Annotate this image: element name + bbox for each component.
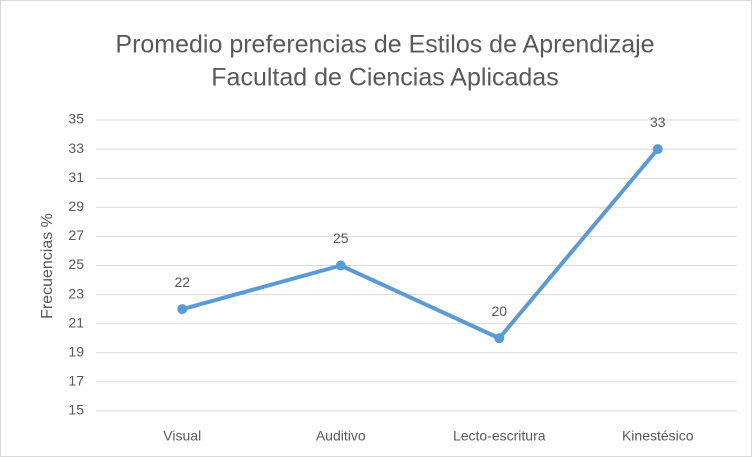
y-tick-label: 31 [68,169,84,185]
data-label: 25 [333,230,349,246]
y-tick-label: 29 [68,198,84,214]
x-tick-label: Lecto-escritura [453,428,546,444]
y-tick-label: 33 [68,140,84,156]
y-tick-label: 27 [68,227,84,243]
data-label: 33 [650,114,666,130]
marker [494,333,505,344]
y-tick-label: 25 [68,256,84,272]
chart-title: Promedio preferencias de Estilos de Apre… [115,31,654,59]
x-tick-label: Kinestésico [622,428,694,444]
y-axis-label: Frecuencias % [39,213,56,319]
y-tick-label: 35 [68,111,84,127]
y-tick-label: 21 [68,314,84,330]
y-tick-label: 17 [68,373,84,389]
marker [335,260,346,271]
y-tick-label: 19 [68,344,84,360]
y-tick-label: 15 [68,402,84,418]
x-tick-label: Auditivo [316,428,366,444]
marker [177,304,188,315]
marker [652,144,663,155]
data-label: 22 [174,274,190,290]
line [181,147,660,341]
data-label: 20 [491,303,507,319]
chart-title: Facultad de Ciencias Aplicadas [211,64,558,92]
x-tick-label: Visual [163,428,201,444]
y-tick-label: 23 [68,285,84,301]
